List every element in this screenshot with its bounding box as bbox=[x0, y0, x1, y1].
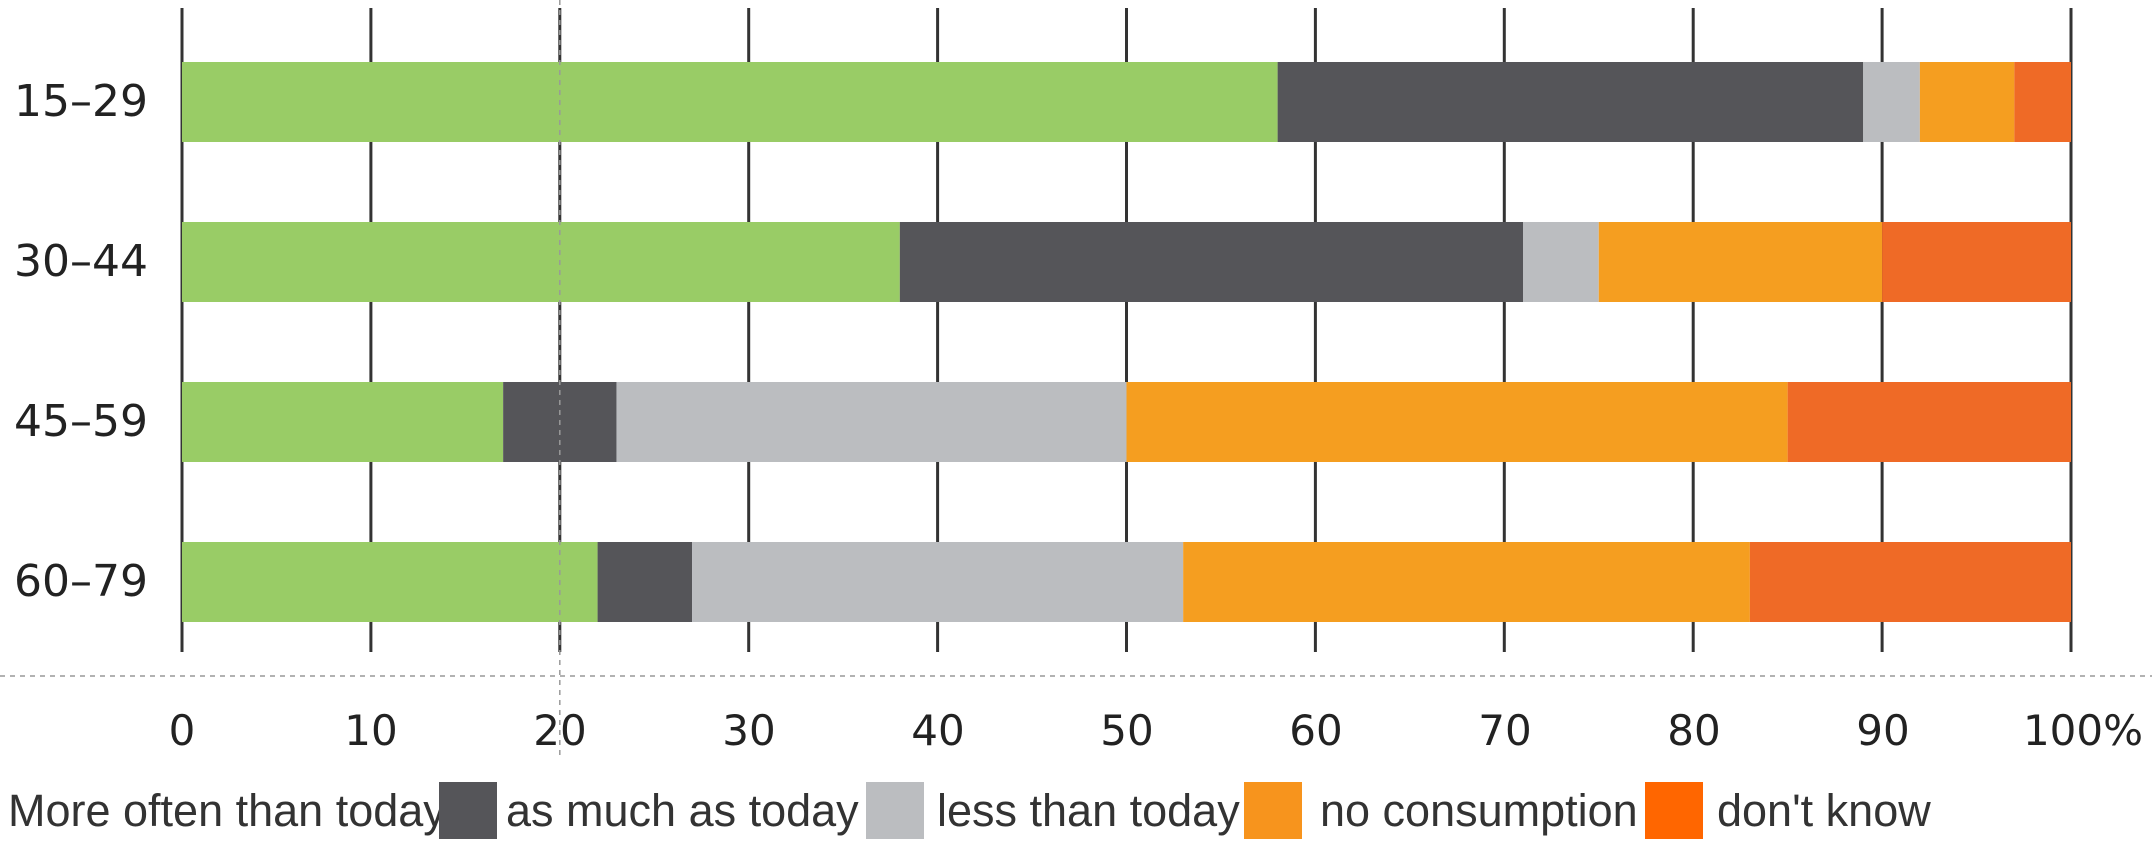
bar-s4-3 bbox=[1749, 542, 2071, 622]
legend-label-as-much: as much as today bbox=[506, 785, 859, 836]
bar-s2-0 bbox=[1863, 62, 1920, 142]
legend-swatch-no-consumption bbox=[1244, 782, 1302, 839]
legend-swatch-as-much bbox=[439, 782, 497, 839]
legend: More often than today as much as today l… bbox=[8, 782, 1931, 839]
legend-label-more-often: More often than today bbox=[8, 785, 446, 836]
bar-s4-1 bbox=[1882, 222, 2071, 302]
category-label-60-79: 60–79 bbox=[14, 556, 148, 607]
x-tick-label-100: 100% bbox=[2023, 706, 2143, 755]
category-label-45-59: 45–59 bbox=[14, 396, 148, 447]
legend-label-no-consumption: no consumption bbox=[1320, 785, 1638, 836]
x-tick-label-0: 0 bbox=[169, 706, 196, 755]
x-tick-label-30: 30 bbox=[722, 706, 775, 755]
bar-s0-0 bbox=[182, 62, 1278, 142]
bar-s1-1 bbox=[899, 222, 1524, 302]
x-tick-label-80: 80 bbox=[1667, 706, 1720, 755]
bars bbox=[182, 62, 2071, 622]
bar-s2-2 bbox=[616, 382, 1127, 462]
x-tick-label-70: 70 bbox=[1478, 706, 1531, 755]
reference-lines bbox=[0, 0, 2152, 760]
bar-s4-0 bbox=[2014, 62, 2071, 142]
bar-s3-0 bbox=[1919, 62, 2015, 142]
bar-s3-1 bbox=[1598, 222, 1883, 302]
bar-s1-3 bbox=[597, 542, 693, 622]
x-tick-label-10: 10 bbox=[344, 706, 397, 755]
bar-s0-3 bbox=[182, 542, 598, 622]
bar-s0-2 bbox=[182, 382, 504, 462]
bar-s2-1 bbox=[1523, 222, 1599, 302]
bar-s2-3 bbox=[692, 542, 1184, 622]
bar-s3-2 bbox=[1126, 382, 1788, 462]
legend-label-less-than: less than today bbox=[937, 785, 1240, 836]
category-label-30-44: 30–44 bbox=[14, 236, 148, 287]
x-tick-label-60: 60 bbox=[1289, 706, 1342, 755]
bar-s0-1 bbox=[182, 222, 900, 302]
bar-s1-0 bbox=[1277, 62, 1864, 142]
legend-label-dont-know: don't know bbox=[1717, 785, 1931, 836]
legend-swatch-dont-know bbox=[1645, 782, 1703, 839]
x-tick-label-20: 20 bbox=[533, 706, 586, 755]
category-label-15-29: 15–29 bbox=[14, 76, 148, 127]
bar-s4-2 bbox=[1787, 382, 2071, 462]
x-tick-label-90: 90 bbox=[1856, 706, 1909, 755]
bar-s3-3 bbox=[1183, 542, 1750, 622]
x-tick-label-40: 40 bbox=[911, 706, 964, 755]
legend-swatch-less-than bbox=[866, 782, 924, 839]
x-tick-label-50: 50 bbox=[1100, 706, 1153, 755]
